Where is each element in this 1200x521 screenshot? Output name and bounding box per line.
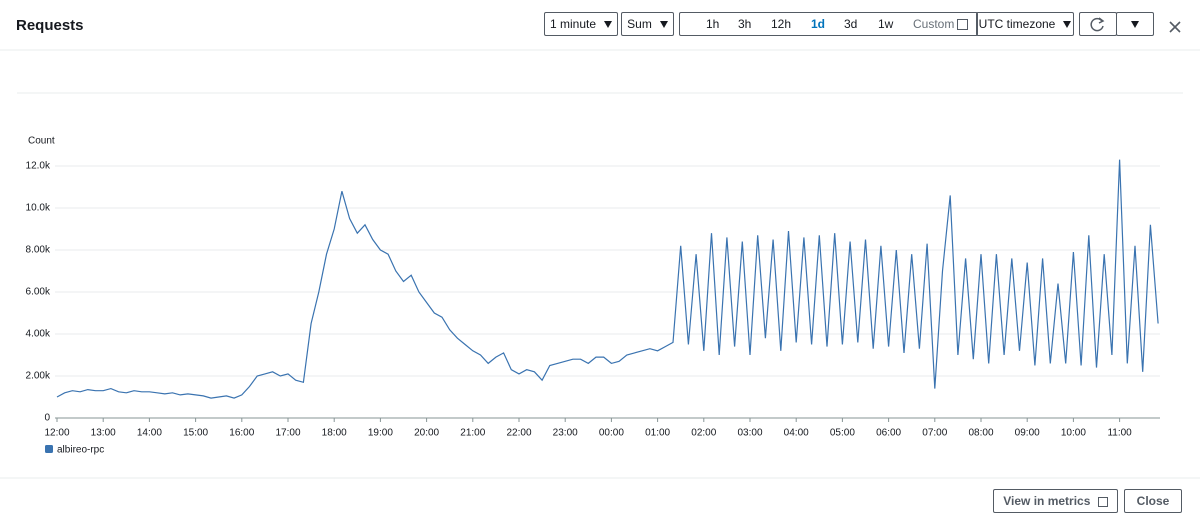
view-label: View in metrics: [1003, 494, 1091, 508]
x-tick-label: 00:00: [599, 428, 624, 439]
y-tick-label: 10.0k: [26, 203, 51, 214]
x-tick-label: 03:00: [737, 428, 762, 439]
x-tick-label: 14:00: [137, 428, 162, 439]
external-icon: [1097, 496, 1108, 507]
statistic: Sum: [627, 17, 652, 31]
x-tick-label: 05:00: [830, 428, 855, 439]
y-tick-label: 4.00k: [26, 329, 51, 340]
caret: [604, 21, 613, 29]
x-tick-label: 01:00: [645, 428, 670, 439]
close-button[interactable]: Close: [1124, 489, 1182, 513]
x-tick-label: 04:00: [784, 428, 809, 439]
stat-select[interactable]: Sum: [621, 12, 674, 36]
range-option[interactable]: 1d: [811, 17, 826, 31]
x-tick-label: 06:00: [876, 428, 901, 439]
x-tick-label: 18:00: [322, 428, 347, 439]
y-tick-label: 8.00k: [26, 245, 51, 256]
x-tick-label: 22:00: [506, 428, 531, 439]
timezone-select[interactable]: UTC timezone: [976, 12, 1074, 36]
range-option[interactable]: 3h: [738, 17, 752, 31]
legend-swatch: [45, 445, 53, 453]
period-select[interactable]: 1 minute: [544, 12, 618, 36]
view-in-metrics[interactable]: View in metrics: [993, 489, 1118, 513]
x-tick-label: 19:00: [368, 428, 393, 439]
x-tick-label: 10:00: [1061, 428, 1086, 439]
range-option[interactable]: 3d: [844, 17, 858, 31]
caret: [1131, 21, 1139, 29]
x-tick-label: 23:00: [553, 428, 578, 439]
timezone: UTC timezone: [978, 17, 1056, 31]
range-option[interactable]: 1h: [706, 17, 720, 31]
menu-button[interactable]: [1116, 12, 1154, 36]
legend-label: albireo-rpc: [57, 445, 104, 456]
x-tick-label: 21:00: [460, 428, 485, 439]
x-tick-label: 11:00: [1107, 428, 1132, 439]
range-option[interactable]: 12h: [771, 17, 792, 31]
y-tick-label: 12.0k: [26, 161, 51, 172]
x-tick-label: 13:00: [91, 428, 116, 439]
caret: [659, 21, 668, 29]
period: 1 minute: [549, 17, 597, 31]
refresh-button[interactable]: [1079, 12, 1117, 36]
title: Requests: [16, 17, 84, 34]
caret: [1063, 21, 1072, 29]
range-option[interactable]: 1w: [878, 17, 894, 31]
y-tick-label: 6.00k: [26, 287, 51, 298]
x-tick-label: 07:00: [922, 428, 947, 439]
series-line: [56, 159, 1159, 399]
calendar-icon: [957, 19, 968, 30]
x-tick-label: 17:00: [275, 428, 300, 439]
range-group: Custom 1h 3h 12h 1d 3d 1w: [679, 12, 978, 36]
x-tick-label: 09:00: [1015, 428, 1040, 439]
close-x[interactable]: [1168, 20, 1182, 34]
x-tick-label: 02:00: [691, 428, 716, 439]
y-axis-label: Count: [28, 136, 55, 147]
x-tick-label: 12:00: [44, 428, 69, 439]
x-tick-label: 15:00: [183, 428, 208, 439]
x-tick-label: 20:00: [414, 428, 439, 439]
x-tick-label: 16:00: [229, 428, 254, 439]
y-tick-label: 2.00k: [26, 371, 51, 382]
y-tick-label: 0: [44, 413, 50, 424]
x-tick-label: 08:00: [968, 428, 993, 439]
custom[interactable]: Custom: [913, 17, 955, 31]
refresh-icon: [1090, 17, 1105, 32]
